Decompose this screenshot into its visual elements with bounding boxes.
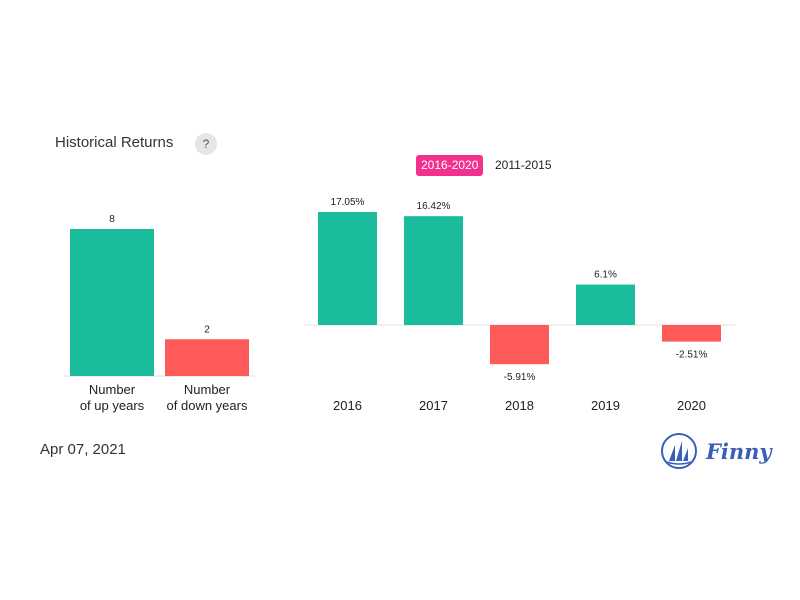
help-button[interactable]: ? [195,133,217,155]
tab-2011-2015[interactable]: 2011-2015 [495,158,552,172]
bar-count-0 [70,229,154,376]
bar-return-label-2018: -5.91% [504,372,536,383]
question-icon: ? [202,137,210,151]
brand-logo: Finny [660,432,772,470]
bar-return-2018 [490,325,549,365]
category-label-1-0: Number [184,382,231,397]
chart-title: Historical Returns [55,134,174,151]
year-label-2018: 2018 [505,398,534,413]
bar-count-label-0: 8 [109,214,115,225]
bar-return-2019 [576,284,635,325]
bar-count-label-1: 2 [204,324,210,335]
year-label-2016: 2016 [333,398,362,413]
sailboat-logo-icon [661,433,697,469]
brand-name: Finny [706,438,772,464]
bar-return-label-2020: -2.51% [676,350,708,361]
year-label-2017: 2017 [419,398,448,413]
bar-return-2017 [404,216,463,325]
as-of-date: Apr 07, 2021 [40,441,126,458]
bar-return-label-2017: 16.42% [417,201,451,212]
bar-return-2016 [318,212,377,325]
tab-2016-2020[interactable]: 2016-2020 [416,155,484,176]
category-label-0-1: of up years [80,398,145,413]
bar-return-2020 [662,325,721,342]
year-label-2019: 2019 [591,398,620,413]
year-label-2020: 2020 [677,398,706,413]
category-label-0-0: Number [89,382,136,397]
bar-count-1 [165,339,249,376]
bar-return-label-2019: 6.1% [594,270,617,281]
category-label-1-1: of down years [167,398,248,413]
bar-return-label-2016: 17.05% [331,197,365,208]
